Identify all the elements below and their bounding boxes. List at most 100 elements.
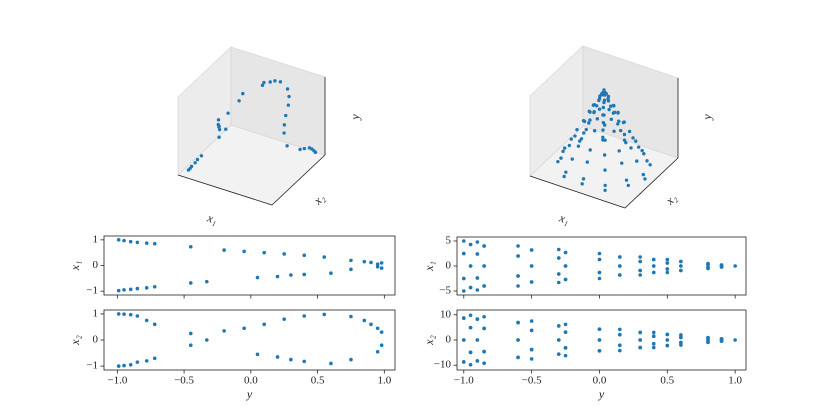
axis3d-label: x₁ (205, 210, 219, 227)
point-3d (282, 131, 286, 135)
point (516, 320, 520, 325)
point (516, 274, 520, 278)
point (651, 270, 656, 275)
point (468, 242, 473, 247)
point-3d (199, 154, 204, 158)
point (379, 261, 384, 265)
point-3d (592, 129, 597, 133)
point (329, 361, 333, 366)
point (563, 277, 568, 282)
point (679, 343, 683, 347)
point (262, 250, 266, 255)
point (122, 363, 126, 368)
point-3d (601, 135, 605, 140)
axis3d-label: x₁ (557, 210, 571, 227)
point (516, 338, 520, 342)
point (461, 360, 466, 364)
y-axis-label: x₁ (68, 261, 82, 272)
point (665, 332, 670, 337)
point-3d (307, 146, 312, 150)
point (116, 288, 121, 293)
point (475, 359, 480, 363)
point (289, 357, 293, 362)
point (638, 268, 642, 273)
point (322, 255, 327, 259)
point (122, 288, 126, 292)
point-3d (601, 105, 606, 110)
point (679, 340, 683, 345)
point-3d (575, 128, 579, 132)
point (638, 255, 642, 259)
point-3d (581, 177, 586, 181)
point (482, 361, 486, 365)
point (468, 313, 473, 318)
point (556, 352, 561, 356)
point (275, 274, 280, 279)
point-3d (241, 91, 245, 96)
point (322, 312, 327, 317)
point (302, 359, 307, 364)
point (651, 334, 656, 339)
point (679, 259, 683, 264)
point (733, 264, 737, 268)
point-3d (224, 127, 228, 131)
point-3d (282, 123, 287, 127)
point-3d (616, 111, 620, 115)
point-3d (616, 122, 620, 126)
point (282, 317, 287, 321)
point-3d (584, 127, 588, 132)
point (188, 343, 193, 348)
point (665, 257, 670, 262)
point (679, 268, 683, 273)
point (665, 338, 670, 342)
point (706, 340, 710, 345)
y-tick-label: −10 (434, 359, 452, 371)
point (116, 364, 121, 368)
point-3d (569, 137, 573, 141)
point (618, 343, 622, 348)
point (275, 355, 280, 359)
point-3d (611, 103, 616, 108)
point (556, 338, 561, 342)
point (475, 288, 480, 292)
point-3d (564, 170, 568, 174)
point-3d (260, 83, 265, 88)
point (618, 327, 622, 332)
point (379, 330, 384, 334)
point (204, 338, 209, 342)
point (563, 250, 568, 255)
point (282, 252, 287, 256)
point (563, 346, 568, 350)
y-axis-label: x₁ (422, 261, 436, 272)
y-axis-label: x₂ (422, 335, 436, 346)
point (516, 355, 520, 360)
point (349, 314, 353, 319)
point-3d (643, 177, 647, 181)
point-3d (624, 140, 628, 145)
point-3d (588, 118, 592, 122)
x-tick-label: 0.5 (311, 375, 325, 387)
point (482, 244, 486, 248)
point-3d (285, 87, 290, 91)
point (135, 286, 140, 291)
point-3d (561, 149, 565, 154)
y-tick-label: 1 (93, 233, 99, 245)
point (618, 273, 622, 277)
point-3d (642, 152, 646, 156)
point (188, 281, 193, 285)
point (128, 362, 133, 367)
point (638, 345, 642, 350)
point (144, 359, 149, 363)
point (665, 261, 670, 265)
y-tick-label: −1 (86, 285, 98, 297)
point-3d (645, 159, 649, 163)
point-3d (635, 159, 639, 163)
point (302, 272, 307, 277)
point (128, 239, 133, 244)
x-tick-label: 0.5 (660, 375, 674, 387)
y-axis-label: x₂ (68, 335, 82, 346)
x-axis-label: y (246, 387, 253, 401)
point (349, 267, 353, 272)
point (468, 264, 473, 268)
